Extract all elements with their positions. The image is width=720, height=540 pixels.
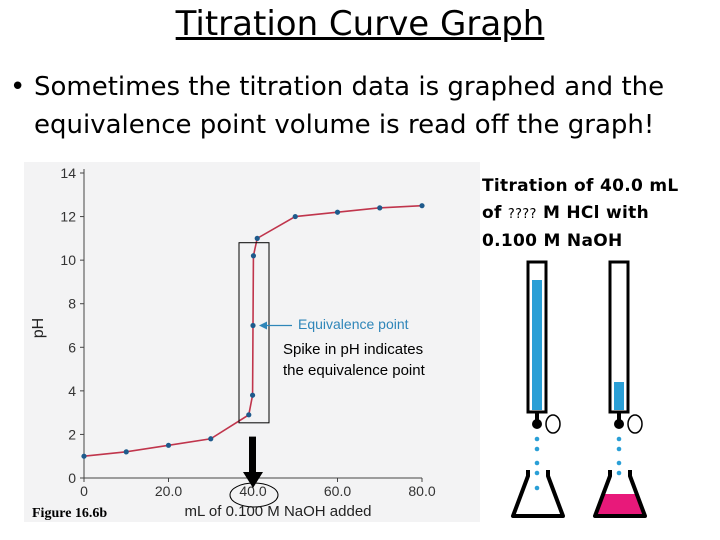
description-line-1: Titration of 40.0 mL: [482, 176, 679, 196]
left-burette-solution: [532, 280, 542, 410]
description-line-2: of ???? M HCl with: [482, 200, 714, 228]
chart-ticks: 0 2 4 6 8 10 12 14 0 20.0 40.0 60.0 80.0: [60, 165, 435, 499]
data-point: [246, 412, 252, 418]
bullet-icon: •: [10, 72, 26, 102]
y-tick-label: 12: [60, 209, 76, 225]
chart-annotations: [229, 242, 292, 508]
description-of: of: [482, 203, 502, 223]
y-tick-label: 2: [68, 426, 76, 442]
description-hcl: M HCl with: [542, 203, 649, 223]
y-tick-label: 8: [68, 296, 76, 312]
data-point: [254, 235, 260, 241]
equivalence-arrow-icon: [259, 321, 267, 330]
right-burette: [608, 260, 643, 476]
y-axis-label: pH: [30, 318, 47, 338]
left-burette: [526, 260, 561, 491]
spike-note-line2: the equivalence point: [283, 362, 426, 379]
slide-title: Titration Curve Graph: [175, 4, 545, 44]
titration-description: Titration of 40.0 mL of ???? M HCl with …: [482, 173, 714, 255]
down-arrow-icon: [243, 472, 263, 488]
data-point: [292, 213, 298, 220]
figure-label: Figure 16.6b: [32, 506, 107, 521]
y-tick-label: 14: [60, 165, 76, 181]
y-tick-label: 10: [60, 252, 76, 268]
data-point: [250, 322, 256, 329]
data-point: [123, 449, 129, 455]
highlight-box: [238, 242, 270, 424]
down-arrow-shaft: [249, 436, 256, 474]
x-axis-label: mL of 0.100 M NaOH added: [184, 503, 371, 520]
right-stopcock-icon: [614, 419, 624, 429]
right-flask: [593, 470, 647, 518]
data-point: [334, 209, 341, 215]
data-point: [377, 205, 383, 211]
data-point: [165, 442, 172, 448]
equivalence-point-label: Equivalence point: [298, 316, 409, 332]
x-tick-label: 20.0: [155, 483, 182, 499]
data-point: [208, 436, 214, 442]
unknown-concentration: ????: [507, 207, 537, 222]
x-tick-label: 0: [80, 483, 88, 499]
data-points: [81, 203, 425, 459]
data-point: [250, 253, 257, 259]
y-tick-label: 4: [68, 383, 76, 399]
x-value-circle: [229, 482, 279, 508]
y-tick-label: 6: [68, 339, 76, 355]
bullet-text: Sometimes the titration data is graphed …: [34, 72, 665, 140]
left-stopcock-icon: [532, 419, 542, 429]
data-point: [419, 203, 425, 209]
description-line-3: 0.100 M NaOH: [482, 231, 623, 251]
spike-note-line1: Spike in pH indicates: [283, 341, 423, 358]
x-tick-label: 60.0: [324, 483, 351, 499]
data-point: [81, 453, 87, 459]
left-flask: [511, 470, 565, 518]
titration-chart: 0 2 4 6 8 10 12 14 0 20.0 40.0 60.0 80.0 pH mL of 0.…: [30, 165, 436, 521]
burette-illustration: [511, 260, 647, 518]
y-tick-label: 0: [68, 470, 76, 486]
data-point: [249, 392, 256, 398]
x-tick-label: 80.0: [408, 483, 435, 499]
right-burette-solution: [614, 382, 624, 410]
x-tick-label: 40.0: [239, 483, 266, 499]
